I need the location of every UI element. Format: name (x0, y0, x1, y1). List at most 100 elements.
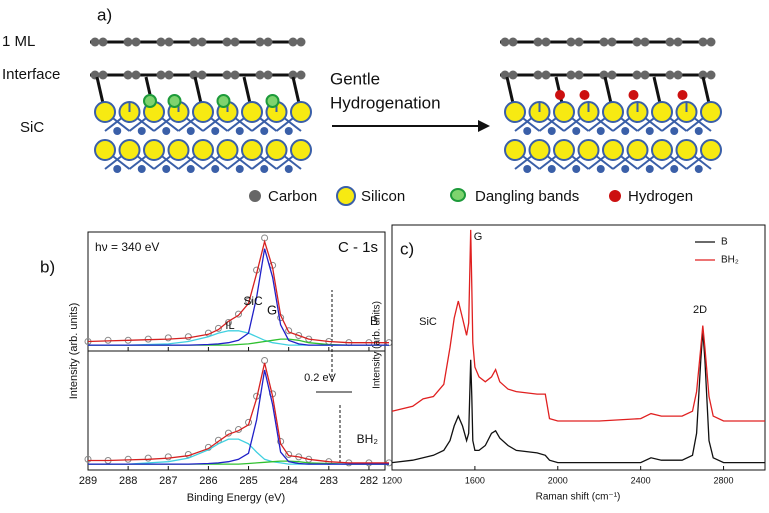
hydrogen (579, 90, 590, 100)
data-point (144, 454, 152, 462)
silicon (241, 139, 263, 161)
x-tick-label: 283 (320, 475, 338, 487)
carbon (500, 37, 510, 47)
hydrogen (677, 90, 688, 100)
silicon (553, 139, 575, 161)
carbon (263, 37, 273, 47)
carbon (230, 70, 240, 80)
carbon (541, 37, 551, 47)
silicon (241, 101, 263, 123)
silicon (504, 139, 526, 161)
carbon (255, 37, 265, 47)
carbon (186, 127, 195, 135)
legend-icon (249, 190, 261, 202)
silicon (504, 101, 526, 123)
x-axis-label: Binding Energy (eV) (187, 492, 285, 504)
carbon (508, 70, 518, 80)
x-tick-label: 284 (279, 475, 297, 487)
silicon (626, 139, 649, 161)
legend-icon (450, 188, 466, 202)
dangling-band (167, 94, 182, 108)
legend-icon (336, 186, 356, 206)
silicon (167, 139, 190, 161)
carbon (164, 37, 174, 47)
carbon (296, 37, 306, 47)
carbon (621, 165, 630, 173)
layer-label: 1 ML (2, 33, 35, 50)
data-point (285, 451, 293, 459)
carbon (670, 165, 679, 173)
carbon (508, 37, 518, 47)
data-point (261, 357, 269, 365)
x-tick-label: 282 (360, 475, 378, 487)
carbon (698, 37, 708, 47)
data-point (84, 455, 92, 463)
carbon (197, 37, 207, 47)
carbon (632, 37, 642, 47)
carbon (523, 127, 532, 135)
legend-text: Dangling bands (475, 188, 579, 205)
carbon (162, 165, 171, 173)
carbon (607, 37, 617, 47)
carbon (706, 37, 716, 47)
carbon (230, 37, 240, 47)
carbon (211, 127, 220, 135)
carbon (189, 37, 199, 47)
carbon (98, 37, 108, 47)
carbon (156, 70, 166, 80)
arrow-text: Gentle (330, 69, 380, 88)
carbon (131, 37, 141, 47)
x-tick-label: 1600 (465, 475, 485, 485)
data-point (214, 324, 222, 332)
data-point (295, 332, 303, 340)
carbon (541, 70, 551, 80)
carbon (288, 37, 298, 47)
data-point (235, 310, 243, 318)
x-tick-label: 1200 (382, 475, 402, 485)
carbon (645, 127, 654, 135)
legend-text: BH₂ (721, 255, 739, 266)
carbon (137, 165, 146, 173)
annotation: SiC (419, 316, 437, 328)
carbon (211, 165, 220, 173)
carbon (566, 70, 576, 80)
carbon (694, 165, 703, 173)
silicon (216, 139, 239, 161)
carbon (640, 70, 650, 80)
carbon (123, 70, 133, 80)
panel-label: c) (400, 239, 414, 258)
annotation: hν = 340 eV (95, 240, 159, 254)
carbon (197, 70, 207, 80)
carbon (288, 70, 298, 80)
carbon (260, 127, 269, 135)
carbon (131, 70, 141, 80)
lattice-diagram (90, 37, 722, 173)
series-line (88, 362, 389, 464)
carbon (607, 70, 617, 80)
dangling-band (265, 94, 280, 108)
data-point (164, 453, 172, 461)
data-point (164, 334, 172, 342)
silicon (290, 101, 312, 123)
series-line (87, 239, 389, 344)
carbon (665, 70, 675, 80)
carbon (665, 37, 675, 47)
silicon (577, 139, 600, 161)
x-axis-label: Raman shift (cm⁻¹) (536, 492, 621, 503)
carbon (596, 127, 605, 135)
annotation: C - 1s (338, 239, 378, 256)
annotation: BH₂ (357, 432, 379, 446)
carbon (574, 70, 584, 80)
panel-label: a) (97, 5, 112, 24)
carbon (162, 127, 171, 135)
carbon (113, 165, 122, 173)
carbon (572, 165, 581, 173)
layer-label: SiC (20, 119, 44, 136)
carbon (523, 165, 532, 173)
silicon (651, 101, 673, 123)
carbon (572, 127, 581, 135)
annotation: 0.2 eV (304, 372, 336, 384)
carbon (640, 37, 650, 47)
carbon (706, 70, 716, 80)
